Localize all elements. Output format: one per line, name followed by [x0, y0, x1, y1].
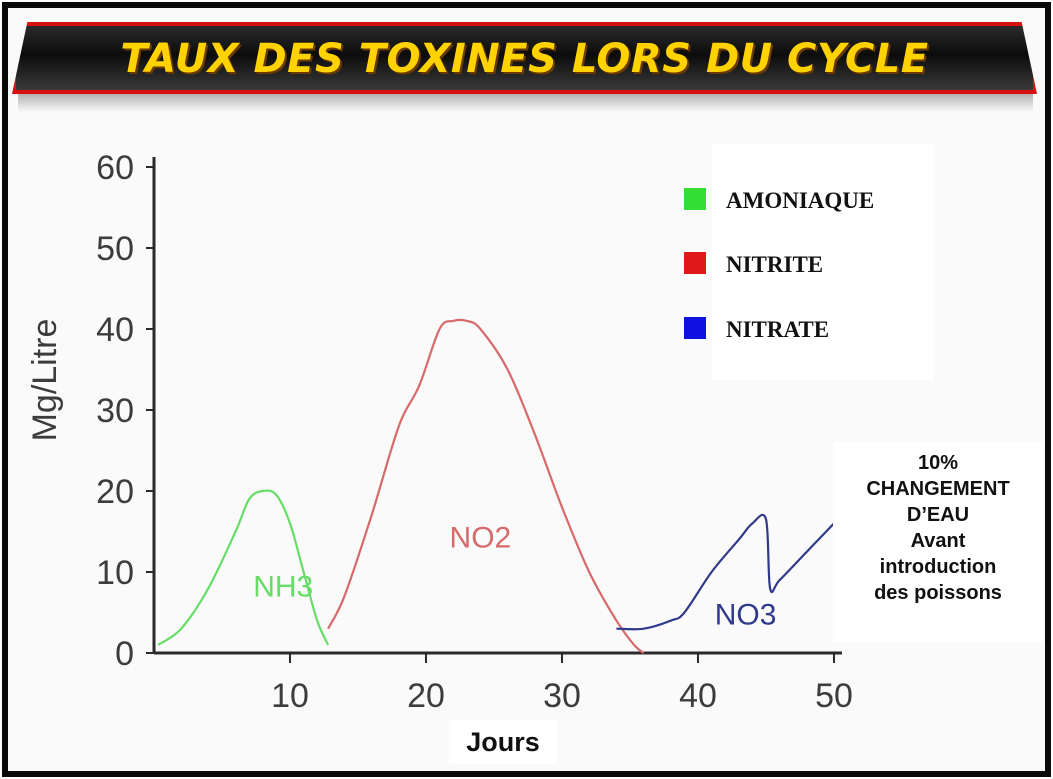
y-tick-label: 60 — [96, 149, 134, 187]
series-lines — [157, 318, 835, 654]
series-line-nh3 — [157, 489, 330, 646]
x-tick-label: 20 — [407, 677, 445, 715]
title-banner: TAUX DES TOXINES LORS DU CYCLE — [12, 22, 1037, 94]
series-line-no2 — [327, 318, 645, 654]
legend: AMONIAQUE NITRITE NITRATE — [684, 144, 934, 380]
chart-plot: 0 10 20 30 40 50 60 10 20 30 40 50 Mg/Litre NH3 NO2 NO3 — [26, 149, 853, 715]
note-line: D’EAU — [906, 504, 970, 526]
legend-label-amoniaque: AMONIAQUE — [726, 188, 875, 213]
x-tick-label: 40 — [679, 677, 717, 715]
note-line: des poissons — [874, 582, 1002, 604]
x-tick-label: 50 — [815, 677, 853, 715]
legend-swatch-nitrite — [684, 252, 706, 274]
x-tick-label: 30 — [543, 677, 581, 715]
axes — [146, 157, 842, 663]
series-line-no3 — [616, 513, 835, 631]
tick-labels: 0 10 20 30 40 50 60 10 20 30 40 50 Mg/Litre NH3 NO2 NO3 — [26, 149, 853, 715]
title-banner-shadow — [18, 94, 1033, 112]
water-change-note: 10% CHANGEMENT D’EAU Avant introduction … — [833, 442, 1043, 642]
legend-swatch-amoniaque — [684, 188, 706, 210]
legend-item-amoniaque: AMONIAQUE — [684, 188, 934, 228]
y-tick-label: 10 — [96, 554, 134, 592]
x-tick-label: 10 — [271, 677, 309, 715]
y-tick-label: 30 — [96, 392, 134, 430]
note-line: introduction — [879, 556, 997, 578]
note-line: 10% — [917, 452, 959, 474]
chart-title: TAUX DES TOXINES LORS DU CYCLE — [120, 36, 929, 82]
curve-label-nh3: NH3 — [253, 570, 313, 603]
curve-label-no3: NO3 — [715, 599, 777, 632]
note-line: CHANGEMENT — [866, 478, 1010, 500]
legend-label-nitrate: NITRATE — [726, 317, 830, 342]
legend-swatch-nitrate — [684, 317, 706, 339]
curve-label-no2: NO2 — [450, 522, 512, 555]
x-axis-label-box: Jours — [449, 720, 557, 764]
y-tick-label: 0 — [115, 635, 134, 673]
note-line: Avant — [910, 530, 966, 552]
y-tick-label: 50 — [96, 230, 134, 268]
legend-item-nitrate: NITRATE — [684, 317, 934, 357]
legend-item-nitrite: NITRITE — [684, 252, 934, 292]
x-axis-label: Jours — [466, 727, 540, 757]
legend-label-nitrite: NITRITE — [726, 252, 824, 277]
y-tick-label: 40 — [96, 311, 134, 349]
y-tick-label: 20 — [96, 473, 134, 511]
y-axis-label: Mg/Litre — [26, 319, 64, 442]
